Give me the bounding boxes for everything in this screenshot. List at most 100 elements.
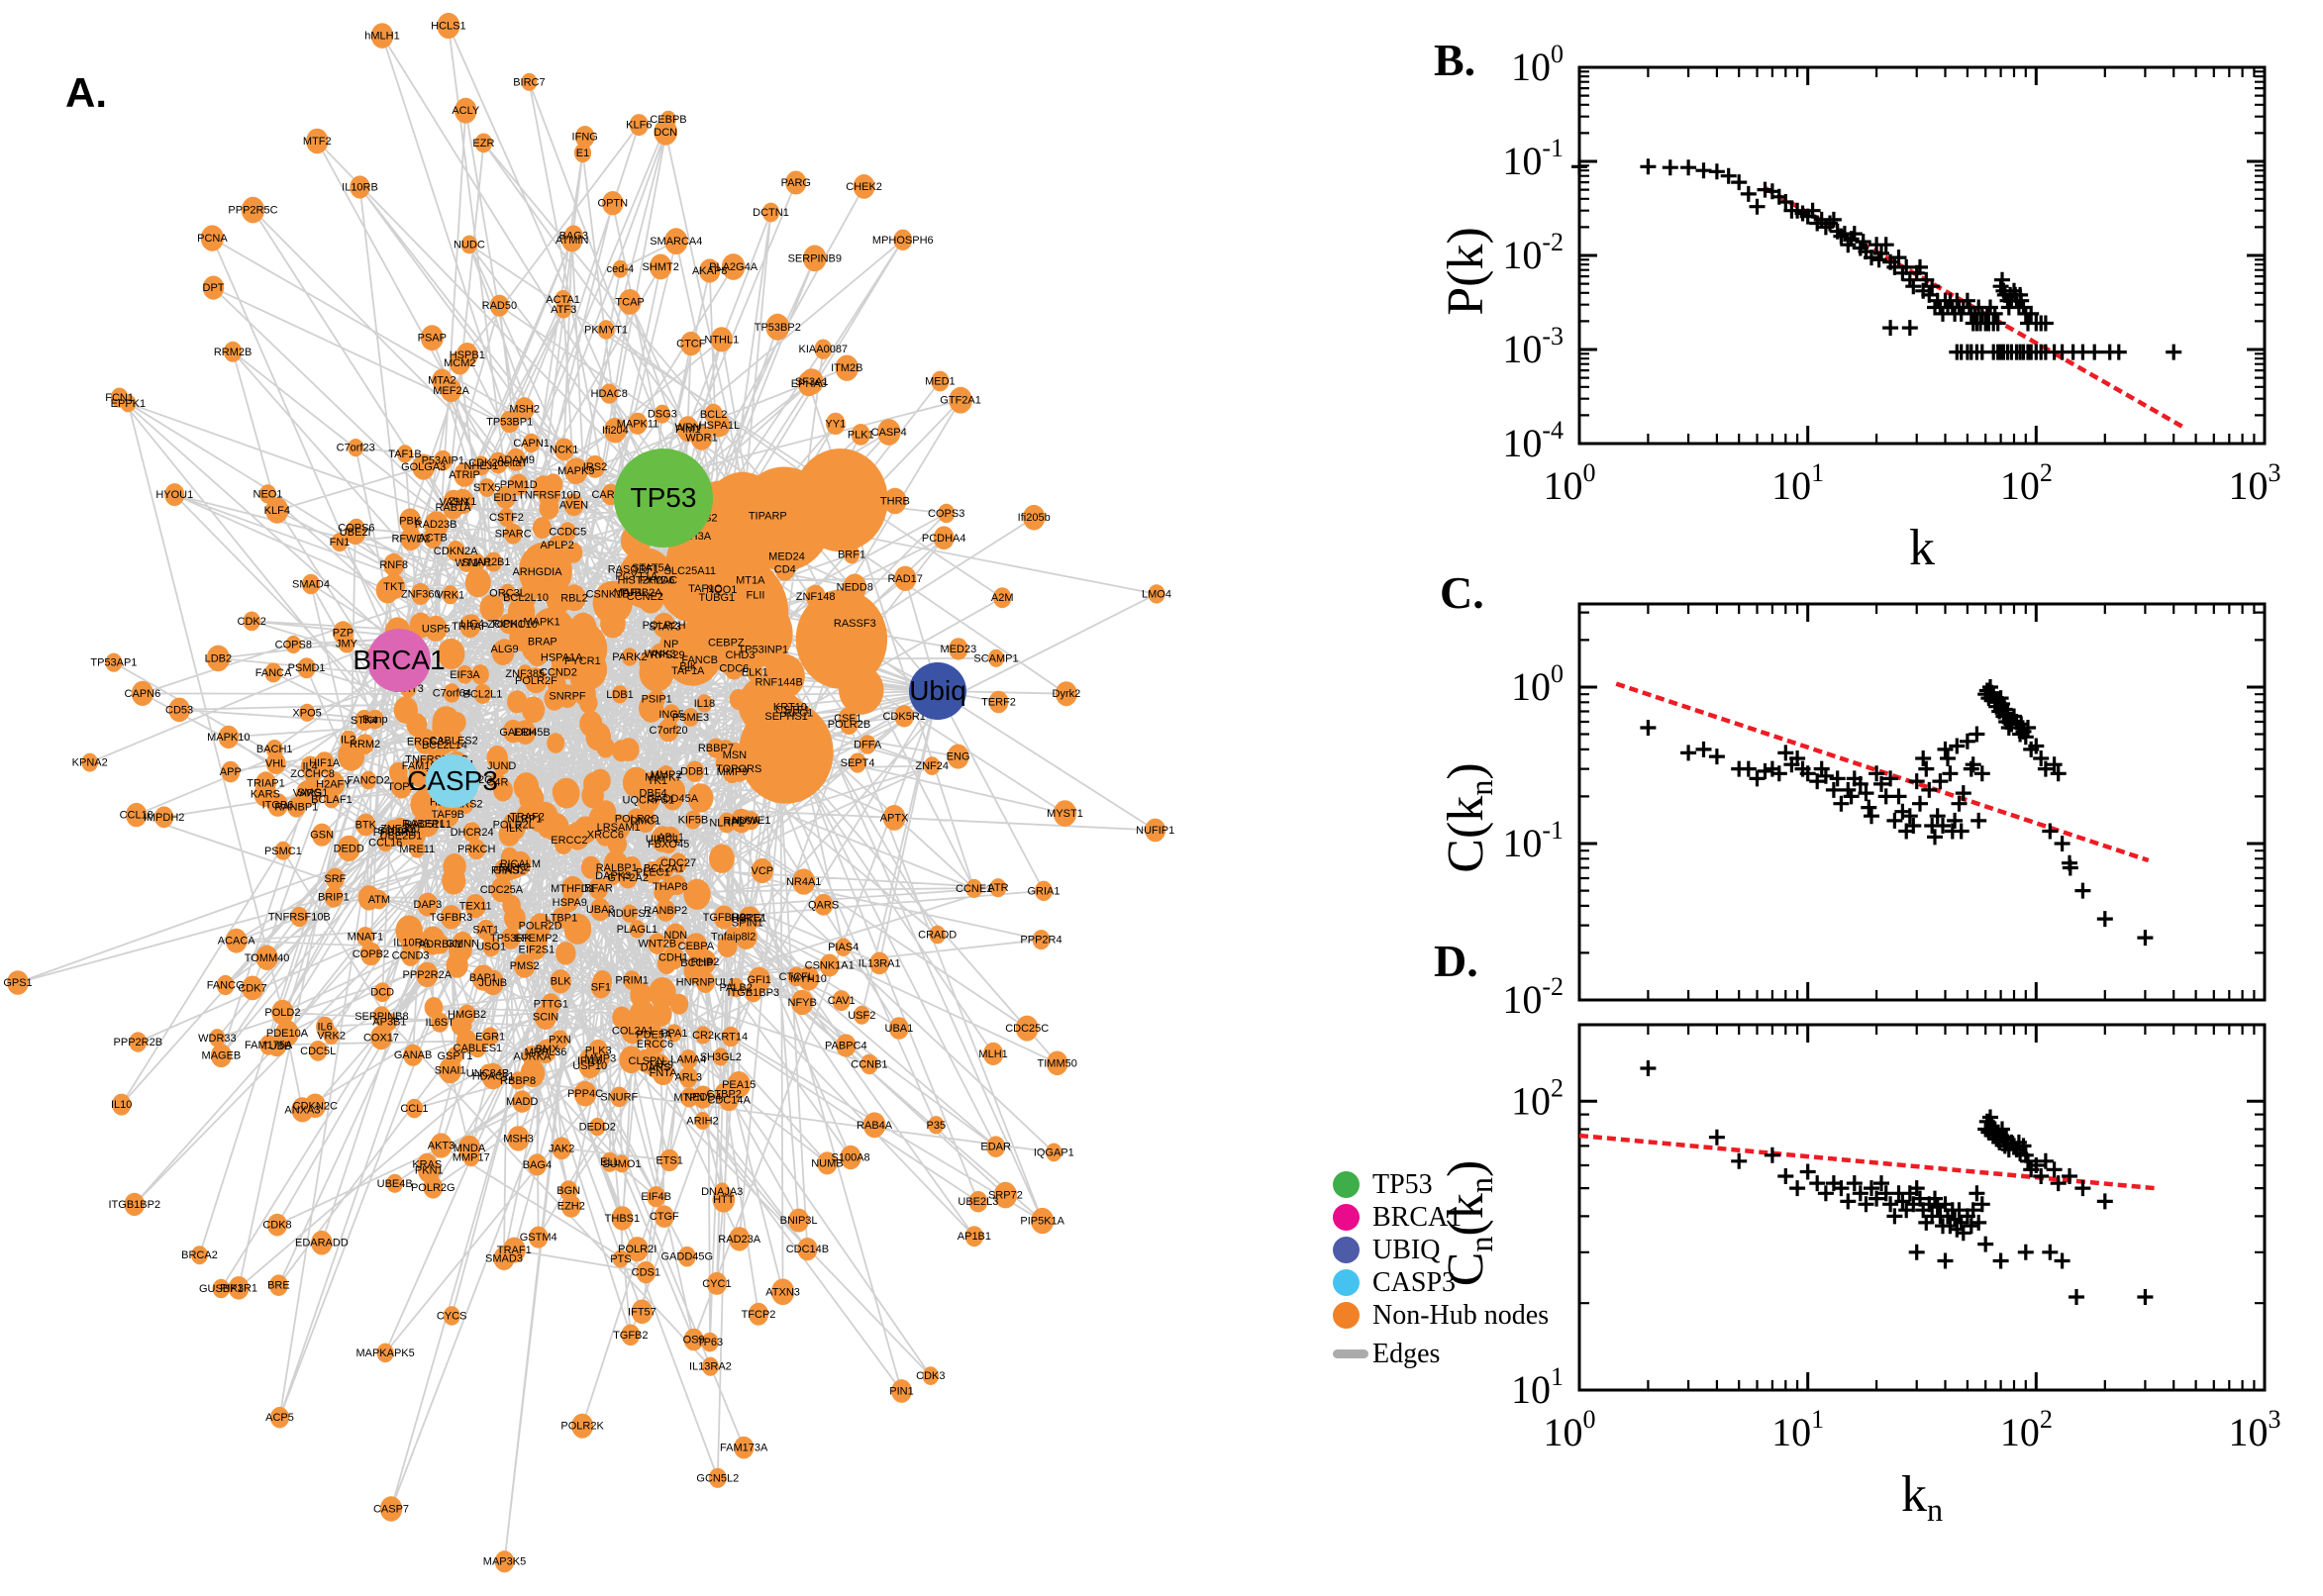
network-node — [882, 805, 906, 831]
network-node — [628, 412, 648, 435]
gene-label: MAGEB — [202, 1050, 242, 1062]
network-node — [705, 584, 729, 611]
scatter-points — [1640, 1060, 2154, 1305]
gene-label: CDC14B — [786, 1244, 829, 1255]
network-node — [679, 1049, 698, 1070]
axis-title: k — [1909, 520, 1935, 576]
network-node — [212, 1278, 230, 1299]
network-node — [472, 455, 490, 476]
network-node — [443, 683, 460, 703]
network-node — [206, 645, 231, 672]
gene-label: THAP8 — [653, 881, 687, 893]
network-node — [191, 1246, 208, 1265]
network-node — [693, 948, 717, 975]
network-node — [648, 933, 667, 954]
network-node — [989, 878, 1007, 898]
network-node — [695, 971, 715, 993]
network-node — [573, 1080, 597, 1107]
network-node — [652, 1060, 674, 1086]
minor-ticks — [1579, 67, 2265, 444]
network-node — [922, 1366, 939, 1385]
network-node — [462, 1147, 480, 1167]
network-node — [200, 225, 224, 251]
network-node — [656, 899, 675, 922]
network-node — [627, 564, 647, 587]
network-node — [982, 1042, 1004, 1065]
network-node — [502, 1237, 526, 1263]
network-node — [699, 258, 721, 283]
tick-label: 100 — [1544, 1405, 1596, 1454]
network-node — [752, 636, 775, 662]
network-node — [1023, 504, 1046, 531]
network-node — [678, 655, 698, 677]
network-node — [891, 1379, 912, 1403]
network-node — [290, 906, 309, 928]
network-node — [574, 126, 595, 149]
network-node — [1031, 1207, 1055, 1235]
tick-label: 100 — [1511, 659, 1564, 709]
network-node — [724, 926, 743, 947]
network-node — [604, 866, 622, 885]
network-node — [481, 1027, 499, 1047]
network-node — [490, 877, 513, 903]
network-node — [923, 756, 941, 775]
network-node — [370, 889, 388, 910]
network-node — [456, 665, 473, 684]
network-node — [597, 582, 619, 606]
network-node — [929, 925, 946, 945]
network-node — [442, 585, 459, 605]
network-node — [1035, 880, 1053, 901]
network-node — [499, 410, 520, 434]
network-node — [333, 621, 354, 645]
network-node — [533, 612, 551, 632]
major-ticks — [1577, 65, 2267, 446]
tick-label: 102 — [2000, 458, 2053, 508]
network-node — [228, 1276, 250, 1300]
network-node — [851, 424, 870, 446]
network-node — [440, 905, 462, 930]
network-node — [680, 331, 702, 356]
gene-label: Banp — [362, 714, 388, 726]
network-node — [642, 556, 661, 578]
network-node — [270, 1406, 289, 1429]
network-node — [679, 558, 701, 583]
network-node — [636, 1260, 656, 1284]
network-node — [268, 1274, 288, 1296]
network-node — [459, 614, 481, 639]
network-node — [223, 341, 243, 362]
network-node — [417, 1152, 438, 1176]
network-node — [590, 1047, 610, 1069]
tick-label: 10-4 — [1502, 416, 1564, 465]
network-node — [531, 629, 554, 654]
network-node — [629, 114, 649, 137]
network-node — [527, 1153, 548, 1176]
panel-label-b: B. — [1434, 35, 1476, 85]
network-node — [621, 1324, 641, 1347]
network-node — [647, 1186, 666, 1208]
network-node — [949, 386, 972, 414]
network-node — [314, 751, 335, 774]
network-node — [601, 1151, 619, 1172]
node-swatch-icon — [1333, 1237, 1360, 1263]
legend-item: BRCA1 — [1333, 1201, 1549, 1234]
network-node — [623, 970, 641, 990]
network-node — [968, 1190, 988, 1213]
network-node — [662, 946, 684, 970]
network-node — [505, 448, 527, 471]
network-node — [814, 339, 833, 359]
network-node — [325, 867, 345, 890]
network-node — [359, 770, 377, 790]
network-node — [988, 648, 1004, 667]
network-node — [993, 587, 1012, 609]
network-node — [817, 1151, 838, 1175]
network-node — [1145, 818, 1166, 843]
network-node — [662, 704, 680, 725]
network-node — [460, 235, 478, 254]
network-node — [528, 561, 547, 583]
network-node — [621, 904, 638, 923]
network-node — [397, 445, 413, 463]
network-node — [965, 878, 983, 899]
network-node — [661, 876, 679, 896]
network-node — [412, 453, 436, 480]
network-node — [677, 1246, 696, 1267]
